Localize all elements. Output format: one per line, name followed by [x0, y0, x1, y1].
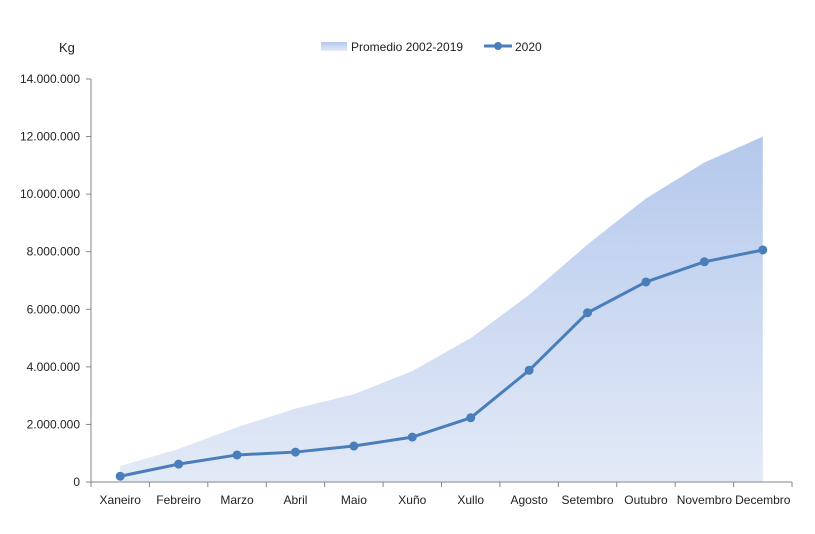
point-2020	[583, 308, 593, 318]
x-tick-label: Decembro	[735, 493, 791, 507]
legend-label-area: Promedio 2002-2019	[351, 40, 463, 54]
x-tick-label: Maio	[341, 493, 367, 507]
point-2020	[174, 459, 184, 469]
x-tick-label: Xullo	[457, 493, 484, 507]
x-tick-label: Abril	[283, 493, 307, 507]
point-2020	[641, 277, 651, 287]
x-tick-label: Xaneiro	[100, 493, 142, 507]
point-2020	[349, 441, 359, 451]
point-2020	[407, 432, 417, 442]
x-tick-label: Outubro	[624, 493, 668, 507]
area-series-promedio	[120, 136, 763, 483]
y-tick-label: 4.000.000	[27, 360, 81, 374]
y-axis: 0 2.000.000 4.000.000 6.000.000 8.000.000 10.…	[20, 72, 92, 489]
y-tick-label: 6.000.000	[27, 302, 81, 316]
y-axis-label: Kg	[59, 40, 75, 55]
y-tick-label: 2.000.000	[27, 417, 81, 431]
markers-2020	[115, 245, 768, 481]
line-series-2020	[119, 248, 764, 478]
x-tick-label: Marzo	[220, 493, 254, 507]
y-tick-label: 0	[73, 475, 80, 489]
point-2020	[115, 471, 125, 481]
point-2020	[524, 365, 534, 375]
x-tick-label: Xuño	[398, 493, 426, 507]
point-2020	[699, 257, 709, 267]
point-2020	[758, 245, 768, 255]
y-tick-label: 14.000.000	[20, 72, 80, 86]
point-2020	[232, 450, 242, 460]
legend-swatch-marker	[494, 42, 502, 50]
x-tick-label: Novembro	[677, 493, 733, 507]
point-2020	[466, 413, 476, 423]
x-tick-label: Setembro	[562, 493, 614, 507]
y-tick-label: 10.000.000	[20, 187, 80, 201]
plot-area: 0 2.000.000 4.000.000 6.000.000 8.000.000 10.…	[20, 72, 793, 507]
legend-swatch-area	[321, 42, 347, 51]
y-tick-label: 8.000.000	[27, 245, 81, 259]
y-tick-label: 12.000.000	[20, 130, 80, 144]
point-2020	[290, 447, 300, 457]
x-tick-label: Agosto	[510, 493, 548, 507]
x-axis: Xaneiro Febreiro Marzo Abril Maio Xuño Xullo Ag…	[90, 481, 793, 507]
legend: Promedio 2002-2019 2020	[321, 40, 542, 54]
legend-label-line: 2020	[515, 40, 542, 54]
x-tick-label: Febreiro	[156, 493, 201, 507]
